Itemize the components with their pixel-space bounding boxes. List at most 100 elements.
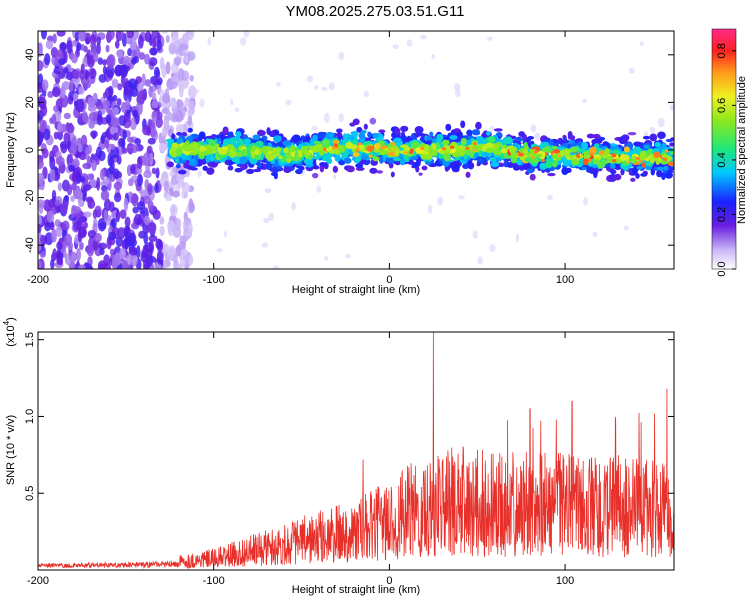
signal-blob	[428, 163, 438, 168]
faint-blob	[216, 248, 223, 253]
noise-blob	[60, 85, 66, 99]
svg-text:(x104): (x104)	[2, 317, 17, 347]
noise-blob	[59, 42, 67, 51]
signal-blob	[413, 132, 421, 138]
faint-blob	[486, 36, 493, 41]
faint-blob	[431, 54, 436, 60]
faint-blob	[333, 174, 337, 180]
peak-blob	[663, 157, 668, 162]
signal-blob	[336, 128, 343, 134]
noise-blob	[53, 105, 59, 112]
noise-blob	[178, 84, 184, 98]
noise-blob	[117, 83, 123, 91]
signal-blob	[481, 152, 491, 156]
signal-blob	[257, 129, 264, 137]
y-tick-label: 0.5	[24, 486, 36, 501]
noise-blob	[87, 198, 92, 209]
faint-blob	[321, 86, 328, 91]
noise-blob	[143, 170, 152, 179]
faint-blob	[592, 231, 598, 238]
faint-blob	[534, 132, 541, 141]
signal-blob	[661, 172, 666, 181]
signal-blob	[177, 169, 187, 175]
noise-blob	[141, 73, 146, 87]
noise-blob	[56, 31, 66, 37]
signal-blob	[530, 158, 540, 164]
noise-blob	[49, 222, 55, 231]
signal-blob	[360, 130, 367, 134]
noise-blob	[105, 114, 112, 124]
noise-blob	[54, 199, 61, 207]
noise-blob	[68, 164, 76, 172]
x-tick-label: -100	[203, 575, 225, 587]
signal-blob	[467, 162, 475, 170]
signal-blob	[404, 157, 410, 163]
noise-blob	[127, 48, 132, 57]
signal-blob	[536, 153, 543, 158]
noise-blob	[63, 67, 69, 74]
faint-blob	[657, 117, 665, 128]
signal-blob	[450, 129, 456, 135]
signal-blob	[255, 140, 264, 147]
signal-blob	[189, 159, 196, 163]
signal-blob	[510, 151, 518, 159]
noise-blob	[81, 187, 87, 202]
signal-blob	[346, 165, 355, 173]
signal-blob	[553, 149, 561, 154]
noise-blob	[89, 178, 97, 189]
signal-blob	[600, 158, 607, 166]
noise-blob	[163, 180, 169, 194]
peak-blob	[664, 149, 669, 153]
noise-blob	[97, 57, 104, 65]
signal-blob	[303, 151, 311, 156]
noise-blob	[99, 168, 105, 181]
signal-blob	[256, 162, 262, 168]
noise-blob	[126, 136, 135, 143]
faint-blob	[489, 244, 496, 252]
noise-blob	[151, 167, 157, 175]
signal-blob	[175, 147, 183, 156]
signal-blob	[238, 156, 248, 165]
noise-blob	[88, 111, 98, 122]
peak-blob	[612, 158, 617, 163]
noise-blob	[122, 260, 129, 269]
noise-blob	[125, 99, 131, 111]
noise-blob	[78, 175, 86, 183]
signal-blob	[319, 162, 327, 167]
signal-blob	[551, 160, 558, 168]
signal-blob	[475, 121, 482, 130]
signal-blob	[326, 154, 332, 159]
noise-blob	[111, 218, 117, 229]
signal-blob	[458, 145, 466, 150]
signal-blob	[372, 132, 379, 139]
signal-blob	[620, 168, 625, 176]
signal-blob	[218, 150, 228, 155]
signal-blob	[517, 161, 523, 166]
signal-blob	[418, 172, 423, 176]
signal-blob	[636, 165, 644, 170]
signal-blob	[283, 166, 292, 174]
signal-blob	[654, 141, 662, 148]
noise-blob	[148, 33, 153, 46]
signal-blob	[358, 132, 366, 140]
noise-blob	[82, 184, 92, 191]
noise-blob	[87, 144, 92, 154]
noise-blob	[40, 31, 47, 40]
faint-blob	[628, 67, 635, 74]
noise-blob	[66, 123, 75, 134]
noise-blob	[56, 257, 64, 266]
signal-blob	[192, 141, 199, 150]
noise-blob	[88, 119, 95, 129]
signal-blob	[332, 140, 340, 144]
signal-blob	[394, 160, 402, 166]
signal-blob	[656, 166, 664, 171]
signal-blob	[290, 144, 295, 153]
faint-blob	[363, 90, 369, 98]
noise-blob	[185, 31, 193, 36]
signal-blob	[643, 144, 649, 149]
noise-blob	[152, 36, 157, 50]
noise-blob	[96, 42, 101, 55]
noise-blob	[97, 150, 106, 162]
signal-blob	[436, 133, 444, 142]
faint-blob	[243, 31, 250, 38]
